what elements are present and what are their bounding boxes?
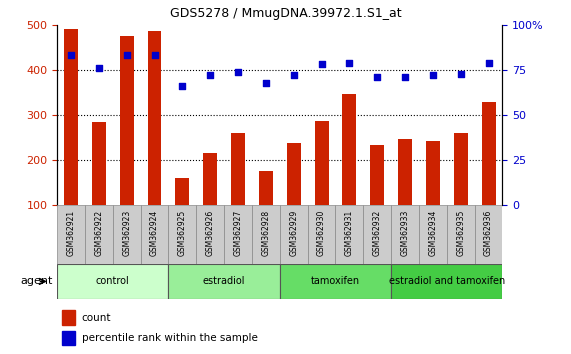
Bar	[62, 331, 75, 345]
Text: GSM362927: GSM362927	[234, 210, 243, 256]
Text: GSM362924: GSM362924	[150, 210, 159, 256]
Bar	[196, 205, 224, 264]
Text: GSM362928: GSM362928	[262, 210, 271, 256]
Text: GSM362931: GSM362931	[345, 210, 354, 256]
Point	[66, 53, 75, 58]
Bar	[120, 36, 134, 205]
Bar	[168, 205, 196, 264]
Point	[234, 69, 243, 75]
Text: GDS5278 / MmugDNA.39972.1.S1_at: GDS5278 / MmugDNA.39972.1.S1_at	[170, 7, 401, 20]
Point	[94, 65, 103, 71]
Text: GSM362921: GSM362921	[66, 210, 75, 256]
Text: GSM362925: GSM362925	[178, 210, 187, 256]
Bar	[370, 145, 384, 205]
Bar	[335, 205, 363, 264]
Bar	[57, 205, 85, 264]
Bar	[64, 29, 78, 205]
Text: GSM362922: GSM362922	[94, 210, 103, 256]
Bar	[287, 143, 301, 205]
Point	[400, 74, 409, 80]
Bar	[168, 264, 280, 299]
Bar	[57, 264, 168, 299]
Bar	[419, 205, 447, 264]
Bar	[280, 264, 391, 299]
Bar	[363, 205, 391, 264]
Bar	[175, 178, 190, 205]
Bar	[343, 94, 356, 205]
Point	[178, 83, 187, 89]
Text: GSM362934: GSM362934	[428, 210, 437, 256]
Point	[289, 73, 298, 78]
Bar	[398, 138, 412, 205]
Text: GSM362930: GSM362930	[317, 210, 326, 256]
Bar	[252, 205, 280, 264]
Bar	[140, 205, 168, 264]
Bar	[224, 205, 252, 264]
Text: control: control	[96, 276, 130, 286]
Bar	[447, 205, 475, 264]
Text: GSM362932: GSM362932	[373, 210, 382, 256]
Bar	[112, 205, 140, 264]
Point	[317, 62, 326, 67]
Text: estradiol: estradiol	[203, 276, 246, 286]
Bar	[454, 133, 468, 205]
Point	[345, 60, 354, 65]
Bar	[391, 264, 502, 299]
Text: GSM362933: GSM362933	[400, 210, 409, 256]
Point	[428, 73, 437, 78]
Bar	[147, 31, 162, 205]
Text: GSM362929: GSM362929	[289, 210, 298, 256]
Text: estradiol and tamoxifen: estradiol and tamoxifen	[389, 276, 505, 286]
Bar	[62, 310, 75, 325]
Point	[262, 80, 271, 85]
Text: agent: agent	[20, 276, 53, 286]
Text: GSM362926: GSM362926	[206, 210, 215, 256]
Point	[373, 74, 382, 80]
Point	[456, 71, 465, 76]
Bar	[280, 205, 308, 264]
Text: GSM362936: GSM362936	[484, 210, 493, 256]
Bar	[259, 171, 273, 205]
Text: percentile rank within the sample: percentile rank within the sample	[82, 333, 258, 343]
Bar	[203, 153, 217, 205]
Point	[122, 53, 131, 58]
Bar	[85, 205, 113, 264]
Bar	[426, 141, 440, 205]
Text: GSM362923: GSM362923	[122, 210, 131, 256]
Bar	[308, 205, 336, 264]
Text: count: count	[82, 313, 111, 322]
Bar	[315, 121, 328, 205]
Bar	[92, 122, 106, 205]
Point	[484, 60, 493, 65]
Point	[150, 53, 159, 58]
Bar	[475, 205, 502, 264]
Bar	[231, 133, 245, 205]
Point	[206, 73, 215, 78]
Bar	[391, 205, 419, 264]
Text: GSM362935: GSM362935	[456, 210, 465, 256]
Text: tamoxifen: tamoxifen	[311, 276, 360, 286]
Bar	[481, 102, 496, 205]
